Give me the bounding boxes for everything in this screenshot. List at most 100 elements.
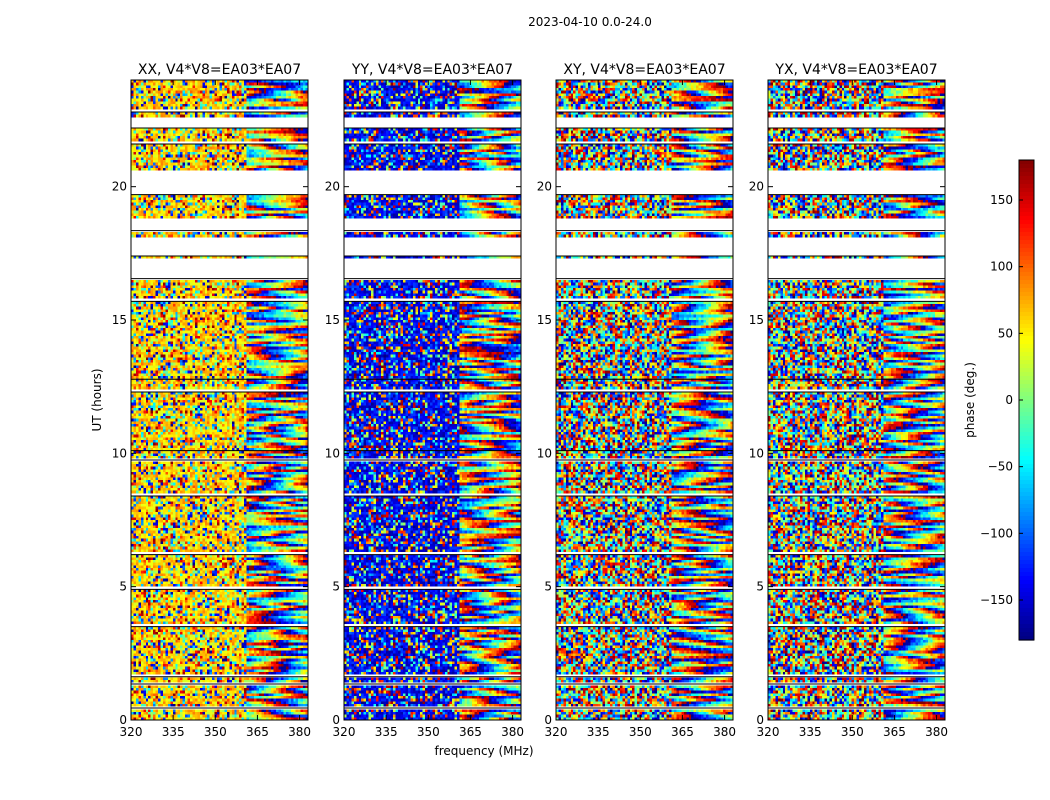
y-tick-label: 10 (112, 446, 127, 460)
colorbar-tick-label: 100 (990, 260, 1013, 274)
panel-3: YX, V4*V8=EA03*EA07 320 335 350 365 380 0 5 10 15… (749, 62, 948, 739)
colorbar-segment (1019, 408, 1034, 413)
colorbar-segment (1019, 516, 1034, 521)
colorbar-segment (1019, 456, 1034, 461)
colorbar-segment (1019, 440, 1034, 445)
panel-title: XX, V4*V8=EA03*EA07 (138, 62, 301, 78)
colorbar-segment (1019, 528, 1034, 533)
x-tick-label: 335 (375, 725, 398, 739)
colorbar-tick-label: 0 (1005, 393, 1013, 407)
colorbar-segment (1019, 288, 1034, 293)
colorbar-segment (1019, 504, 1034, 509)
colorbar-tick-label: 50 (998, 326, 1013, 340)
colorbar-segment (1019, 544, 1034, 549)
colorbar-segment (1019, 244, 1034, 249)
colorbar-segment (1019, 472, 1034, 477)
colorbar-segment (1019, 352, 1034, 357)
colorbar-segment (1019, 292, 1034, 297)
colorbar-segment (1019, 620, 1034, 625)
panel-2: XY, V4*V8=EA03*EA07 320 335 350 365 380 0 5 10 15… (537, 62, 736, 739)
colorbar-segment (1019, 192, 1034, 197)
x-tick-label: 320 (333, 725, 356, 739)
colorbar-segment (1019, 608, 1034, 613)
panels: XX, V4*V8=EA03*EA07 320 335 350 365 380 0 5 10 15… (112, 62, 948, 739)
colorbar-segment (1019, 452, 1034, 457)
colorbar-segment (1019, 532, 1034, 537)
colorbar-segment (1019, 368, 1034, 373)
colorbar-segment (1019, 220, 1034, 225)
colorbar-segment (1019, 488, 1034, 493)
colorbar-segment (1019, 184, 1034, 189)
colorbar-segment (1019, 168, 1034, 173)
colorbar-segment (1019, 496, 1034, 501)
colorbar-segment (1019, 560, 1034, 565)
x-tick-label: 350 (841, 725, 864, 739)
y-tick-label: 20 (749, 180, 764, 194)
heatmap-image (131, 80, 308, 720)
colorbar-segment (1019, 632, 1034, 637)
colorbar-segment (1019, 268, 1034, 273)
colorbar-tick-label: −50 (988, 460, 1013, 474)
panel-frame (130, 79, 309, 721)
colorbar-segment (1019, 600, 1034, 605)
colorbar-segment (1019, 484, 1034, 489)
y-tick-label: 20 (112, 180, 127, 194)
y-tick-label: 10 (325, 446, 340, 460)
colorbar-segment (1019, 248, 1034, 253)
colorbar-segment (1019, 636, 1034, 641)
colorbar-segment (1019, 576, 1034, 581)
panel-frame (343, 79, 522, 721)
y-tick-label: 0 (119, 713, 127, 727)
x-tick-label: 350 (629, 725, 652, 739)
colorbar-segment (1019, 448, 1034, 453)
x-tick-label: 365 (246, 725, 269, 739)
colorbar-segment (1019, 432, 1034, 437)
heatmap-image (768, 80, 945, 720)
colorbar-segment (1019, 164, 1034, 169)
colorbar-segment (1019, 612, 1034, 617)
figure-title: 2023-04-10 0.0-24.0 (528, 15, 652, 29)
y-tick-label: 20 (325, 180, 340, 194)
panel-1: YY, V4*V8=EA03*EA07 320 335 350 365 380 0 5 10 15… (325, 62, 524, 739)
colorbar-segment (1019, 200, 1034, 205)
colorbar-label: phase (deg.) (963, 362, 977, 438)
colorbar-segment (1019, 312, 1034, 317)
colorbar-segment (1019, 316, 1034, 321)
colorbar-segment (1019, 236, 1034, 241)
colorbar-segment (1019, 284, 1034, 289)
colorbar-segment (1019, 480, 1034, 485)
colorbar-segment (1019, 280, 1034, 285)
y-tick-label: 5 (332, 580, 340, 594)
panel-0: XX, V4*V8=EA03*EA07 320 335 350 365 380 0 5 10 15… (112, 62, 311, 739)
x-tick-label: 365 (671, 725, 694, 739)
x-tick-label: 380 (501, 725, 524, 739)
colorbar-segment (1019, 320, 1034, 325)
colorbar-segment (1019, 188, 1034, 193)
colorbar-segment (1019, 592, 1034, 597)
colorbar-segment (1019, 464, 1034, 469)
colorbar-segment (1019, 276, 1034, 281)
colorbar-segment (1019, 396, 1034, 401)
colorbar-segment (1019, 380, 1034, 385)
colorbar-segment (1019, 584, 1034, 589)
colorbar-segment (1019, 524, 1034, 529)
colorbar-segment (1019, 420, 1034, 425)
colorbar-segment (1019, 444, 1034, 449)
x-tick-label: 335 (162, 725, 185, 739)
colorbar-segment (1019, 348, 1034, 353)
colorbar-segment (1019, 604, 1034, 609)
colorbar-segment (1019, 196, 1034, 201)
colorbar-segment (1019, 324, 1034, 329)
y-tick-label: 15 (537, 313, 552, 327)
colorbar-segment (1019, 228, 1034, 233)
y-tick-label: 0 (332, 713, 340, 727)
y-tick-label: 10 (749, 446, 764, 460)
colorbar-segment (1019, 344, 1034, 349)
panel-frame (767, 79, 946, 721)
colorbar-segment (1019, 500, 1034, 505)
colorbar-segment (1019, 540, 1034, 545)
colorbar-segment (1019, 392, 1034, 397)
x-axis-label: frequency (MHz) (434, 744, 533, 758)
colorbar-segment (1019, 508, 1034, 513)
